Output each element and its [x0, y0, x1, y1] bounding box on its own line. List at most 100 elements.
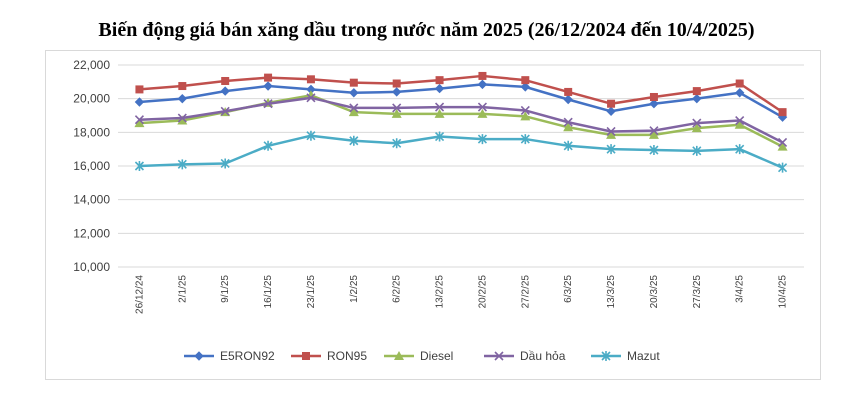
- data-point: [263, 81, 273, 91]
- data-point: [391, 108, 402, 118]
- data-point: [477, 79, 488, 90]
- data-point: [691, 123, 702, 133]
- gridlines: [118, 64, 804, 268]
- x-tick-label: 13/2/25: [435, 275, 446, 309]
- series-line: [139, 74, 784, 114]
- data-point: [135, 85, 144, 94]
- data-point: [391, 87, 402, 97]
- data-point: [392, 138, 402, 149]
- x-tick-label: 16/1/25: [263, 275, 274, 309]
- data-point: [134, 161, 145, 171]
- data-point: [392, 103, 402, 113]
- data-point: [264, 73, 273, 82]
- data-point: [434, 102, 445, 112]
- data-point: [177, 113, 187, 123]
- data-point: [734, 119, 745, 129]
- legend-label: Diesel: [420, 349, 453, 363]
- data-point: [134, 115, 145, 125]
- data-point: [520, 111, 531, 121]
- data-point: [563, 140, 573, 151]
- data-point: [778, 108, 787, 117]
- data-point: [648, 129, 659, 139]
- x-tick-label: 3/4/25: [735, 275, 746, 303]
- data-point: [563, 94, 573, 105]
- data-point: [606, 106, 616, 116]
- data-point: [777, 141, 788, 151]
- data-point: [692, 93, 702, 104]
- data-point: [692, 118, 702, 128]
- data-point: [520, 82, 531, 92]
- data-point: [306, 93, 316, 103]
- data-point: [520, 134, 530, 145]
- legend-marker: [494, 351, 504, 361]
- data-point: [692, 87, 701, 96]
- data-point: [606, 126, 616, 137]
- x-tick-label: 10/4/25: [778, 275, 789, 309]
- data-point: [392, 79, 401, 88]
- data-point: [563, 117, 573, 127]
- data-point: [520, 105, 530, 116]
- data-point: [521, 76, 530, 85]
- data-point: [477, 134, 488, 145]
- data-point: [649, 99, 659, 109]
- data-point: [606, 144, 616, 155]
- y-tick-label: 20,000: [73, 92, 110, 106]
- data-point: [220, 86, 230, 96]
- legend-marker: [302, 352, 310, 360]
- data-point: [435, 76, 444, 85]
- data-point: [177, 159, 187, 170]
- legend-label: RON95: [327, 349, 367, 363]
- x-axis: 26/12/24 2/1/25 9/1/25 16/1/25 23/1/25 1/2/25…: [134, 275, 788, 314]
- y-tick-label: 18,000: [73, 125, 110, 139]
- data-point: [777, 137, 788, 147]
- y-tick-label: 16,000: [73, 159, 110, 173]
- legend-item: E5RON92: [184, 349, 275, 363]
- data-point: [564, 87, 573, 96]
- series-mazut: [134, 130, 788, 173]
- x-tick-label: 13/3/25: [606, 275, 617, 309]
- series-lines: [134, 71, 788, 173]
- x-tick-label: 9/1/25: [220, 275, 231, 303]
- line-chart: 10,000 12,000 14,000 16,000 18,000 20,000 22,0…: [73, 58, 804, 363]
- legend-marker: [194, 351, 204, 361]
- legend-item: Diesel: [384, 349, 453, 363]
- data-point: [478, 71, 487, 80]
- series-d-u-h-a: [134, 93, 788, 147]
- data-point: [606, 129, 617, 139]
- series-line: [139, 83, 784, 119]
- x-tick-label: 23/1/25: [306, 275, 317, 309]
- legend: E5RON92 RON95 Diesel Dầu hỏa Mazut: [184, 349, 660, 363]
- data-point: [649, 145, 659, 156]
- legend-item: Dầu hỏa: [484, 349, 566, 363]
- data-point: [306, 75, 315, 84]
- x-tick-label: 6/3/25: [563, 275, 574, 303]
- x-tick-label: 20/2/25: [477, 275, 488, 309]
- x-tick-label: 6/2/25: [392, 275, 403, 303]
- data-point: [735, 115, 745, 126]
- data-point: [220, 158, 230, 169]
- data-point: [477, 102, 488, 112]
- data-point: [477, 108, 488, 118]
- x-tick-label: 20/3/25: [649, 275, 660, 309]
- y-tick-label: 12,000: [73, 226, 110, 240]
- series-line: [139, 96, 784, 144]
- data-point: [434, 131, 445, 142]
- legend-marker: [394, 351, 404, 360]
- y-tick-label: 22,000: [73, 58, 110, 72]
- data-point: [134, 97, 145, 107]
- series-e5ron92: [134, 79, 788, 122]
- data-point: [777, 162, 788, 173]
- data-point: [177, 115, 188, 125]
- chart-title: Biến động giá bán xăng dầu trong nước nă…: [98, 19, 755, 41]
- data-point: [306, 130, 316, 141]
- series-line: [139, 134, 784, 169]
- data-point: [178, 82, 187, 91]
- legend-label: Dầu hỏa: [520, 349, 566, 363]
- data-point: [263, 99, 273, 109]
- data-point: [434, 108, 445, 118]
- y-tick-label: 14,000: [73, 193, 110, 207]
- legend-marker: [601, 351, 611, 361]
- series-ron95: [135, 71, 787, 117]
- x-tick-label: 2/1/25: [177, 275, 188, 303]
- data-point: [735, 144, 745, 155]
